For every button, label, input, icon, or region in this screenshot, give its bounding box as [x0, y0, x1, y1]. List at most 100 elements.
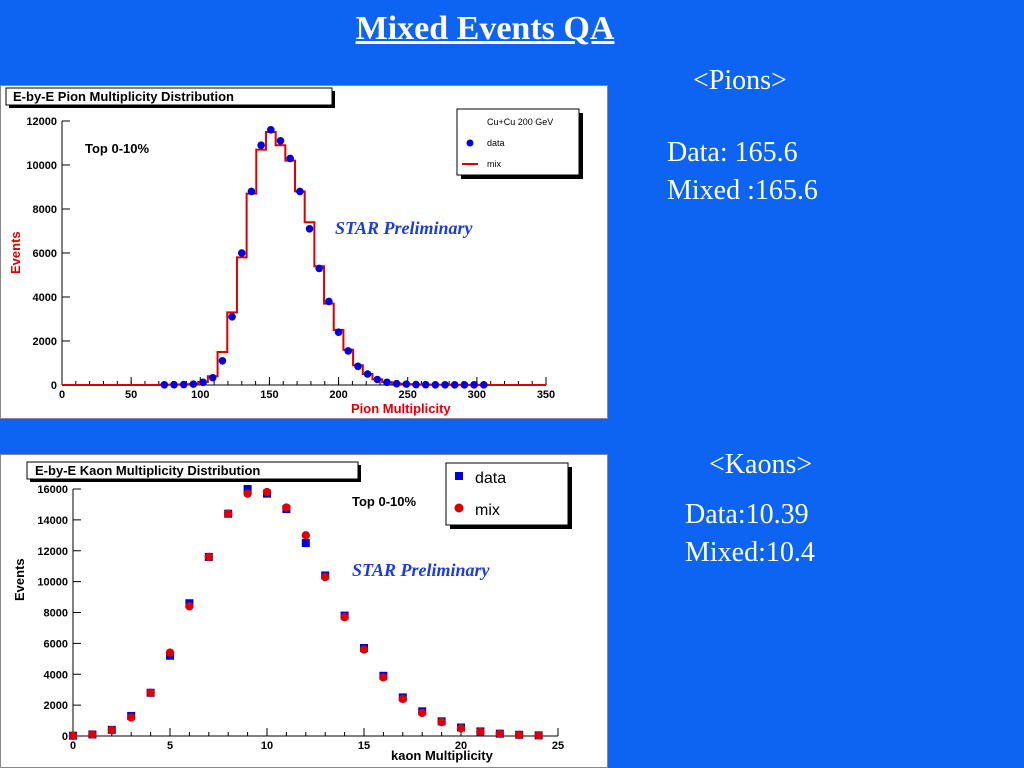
kaons-mixed-mean: Mixed:10.4 — [685, 537, 815, 568]
kaon-mix-point — [224, 509, 233, 518]
kaon-mix-point — [165, 648, 175, 657]
pion-legend-mix-label: mix — [487, 159, 501, 169]
kaon-mix-point — [146, 688, 155, 697]
pion-centrality-label: Top 0-10% — [85, 141, 149, 156]
pion-data-point — [450, 381, 459, 389]
kaon-chart-title: E-by-E Kaon Multiplicity Distribution — [35, 463, 260, 478]
kaon-x-tick-label: 10 — [261, 740, 273, 752]
kaon-legend — [445, 462, 569, 526]
pion-legend-data-marker — [466, 139, 474, 147]
kaon-mix-point — [515, 730, 524, 739]
pion-data-point — [199, 378, 207, 387]
pion-data-point — [228, 313, 236, 321]
pion-data-point — [257, 141, 265, 149]
kaon-mix-point — [379, 673, 388, 682]
pion-chart: E-by-E Pion Multiplicity Distribution Cu… — [5, 87, 583, 416]
pion-data-point — [286, 154, 294, 163]
pion-data-point — [276, 137, 285, 145]
pion-star-preliminary: STAR Preliminary — [335, 218, 474, 238]
pion-x-tick-label: 250 — [399, 389, 417, 401]
kaon-legend-mix-marker — [454, 503, 464, 513]
pion-title-box — [5, 87, 333, 106]
pion-data-point — [305, 225, 314, 233]
kaon-y-tick-label: 8000 — [44, 608, 68, 620]
kaon-mix-point — [534, 731, 543, 740]
kaons-heading: <Kaons> — [709, 449, 813, 480]
kaon-data-point — [243, 485, 252, 493]
kaon-x-tick-label: 0 — [70, 740, 76, 752]
pion-data-point — [170, 380, 178, 389]
pion-data-point — [237, 249, 246, 257]
kaon-mix-point — [262, 487, 272, 497]
pion-y-axis-label: Events — [8, 231, 23, 274]
kaon-chart-panel: E-by-E Kaon Multiplicity Distribution da… — [0, 454, 608, 768]
kaon-mix-point — [185, 602, 194, 611]
kaon-mix-point — [359, 645, 369, 654]
pion-x-tick-label: 300 — [468, 389, 486, 401]
pion-data-point — [160, 380, 169, 389]
pion-legend-data-label: data — [487, 138, 505, 148]
kaon-star-preliminary: STAR Preliminary — [352, 560, 491, 580]
kaon-y-tick-label: 16000 — [37, 484, 68, 496]
kaon-mix-point — [282, 503, 291, 512]
kaon-y-tick-label: 6000 — [44, 638, 68, 650]
pion-x-tick-label: 100 — [191, 389, 209, 401]
kaon-x-tick-label: 15 — [358, 740, 370, 752]
kaon-mix-point — [437, 717, 446, 727]
kaon-mix-point — [495, 729, 504, 738]
slide-title: Mixed Events QA — [355, 10, 615, 47]
kaon-title-box — [26, 461, 359, 480]
pion-x-tick-label: 50 — [125, 389, 137, 401]
kaon-y-tick-label: 0 — [62, 731, 68, 743]
pion-x-tick-label: 0 — [59, 389, 65, 401]
kaon-mix-point — [127, 713, 136, 722]
kaon-x-tick-label: 20 — [455, 740, 467, 752]
pion-data-point — [421, 380, 430, 389]
pion-y-tick-label: 10000 — [26, 160, 57, 172]
kaon-x-tick-label: 25 — [552, 740, 564, 752]
pion-data-point — [392, 379, 401, 388]
kaon-mix-point — [243, 489, 252, 498]
pion-data-point — [402, 380, 411, 388]
pion-data-point — [208, 373, 217, 382]
kaons-data-mean: Data:10.39 — [685, 499, 809, 530]
pion-data-point — [325, 297, 333, 306]
pion-data-point — [247, 187, 256, 196]
kaon-mix-point — [301, 531, 310, 540]
pion-x-axis-label: Pion Multiplicity — [351, 401, 451, 416]
pion-x-tick-label: 350 — [537, 389, 555, 401]
pion-x-tick-label: 150 — [260, 389, 278, 401]
pion-mix-histogram — [62, 131, 546, 386]
kaon-mix-point — [340, 612, 349, 622]
kaon-mix-point — [476, 727, 485, 736]
pion-data-point — [412, 380, 420, 389]
kaon-mix-point — [418, 708, 427, 718]
pion-data-point — [296, 187, 304, 196]
kaon-x-tick-label: 5 — [167, 740, 173, 752]
kaon-x-axis-label: kaon Multiplicity — [391, 748, 494, 763]
pion-data-point — [315, 264, 324, 273]
kaon-mix-point — [204, 552, 213, 562]
kaon-mix-point — [456, 724, 466, 733]
kaon-mix-point — [398, 694, 407, 704]
pion-data-point — [479, 381, 488, 389]
pion-data-point — [431, 380, 440, 389]
pion-data-point — [363, 370, 372, 378]
pion-data-point — [179, 380, 188, 389]
kaon-y-tick-label: 12000 — [37, 546, 68, 558]
kaon-chart: E-by-E Kaon Multiplicity Distribution da… — [12, 461, 572, 763]
pion-chart-panel: E-by-E Pion Multiplicity Distribution Cu… — [0, 85, 608, 419]
pion-data-point — [267, 126, 275, 134]
kaon-legend-data-label: data — [475, 470, 506, 487]
pion-data-point — [460, 381, 469, 389]
pion-y-tick-label: 4000 — [33, 292, 57, 304]
pion-data-point — [441, 380, 449, 389]
kaon-legend-data-marker — [455, 472, 463, 480]
kaon-y-axis-label: Events — [12, 558, 27, 601]
kaon-mix-point — [68, 731, 78, 740]
kaon-y-tick-label: 14000 — [37, 515, 68, 527]
kaon-centrality-label: Top 0-10% — [352, 494, 416, 509]
kaon-legend-mix-label: mix — [475, 502, 500, 519]
pion-data-point — [344, 347, 353, 355]
pion-data-point — [334, 328, 343, 336]
